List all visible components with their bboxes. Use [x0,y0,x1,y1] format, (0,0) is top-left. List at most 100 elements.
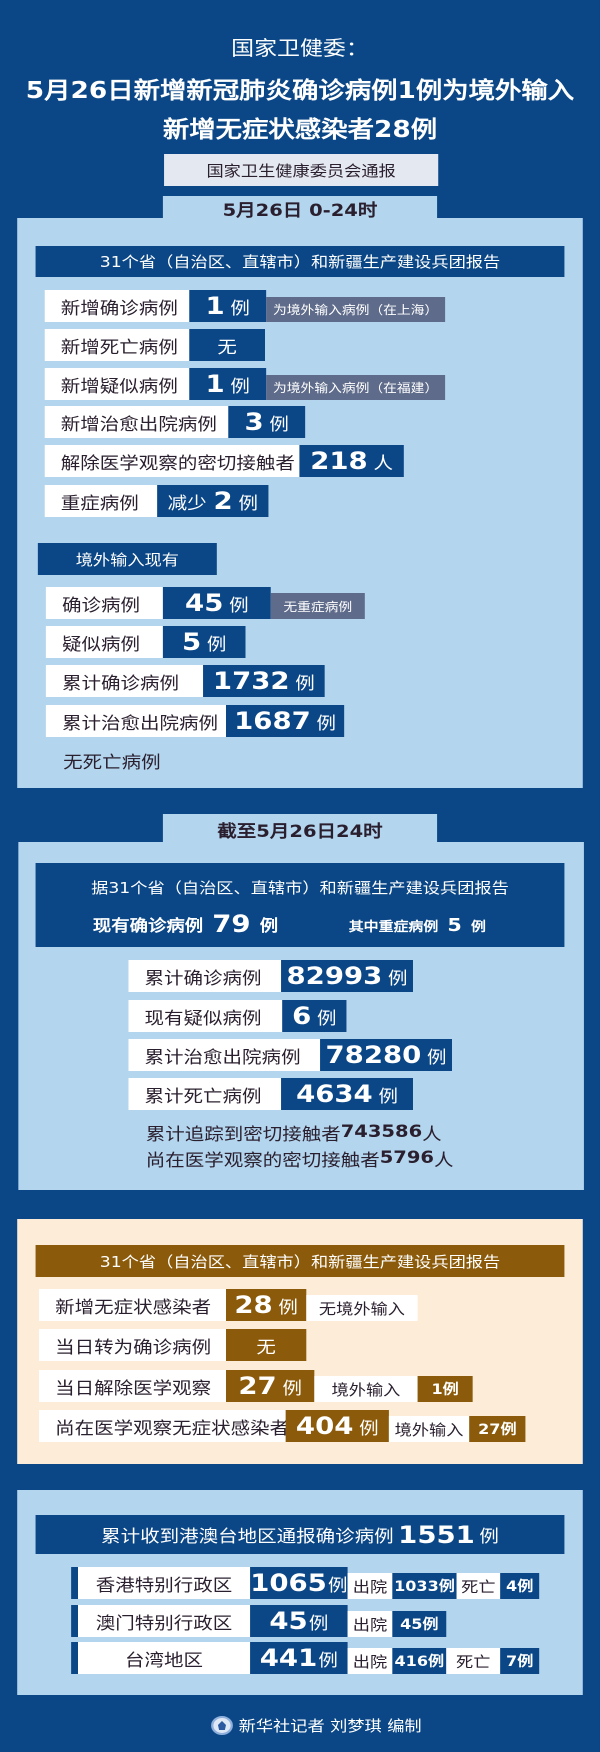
cumulative-row-value: 4634 例 [281,1078,413,1110]
value: 3 [244,408,264,436]
current-label: 现有确诊病例 [92,916,204,935]
severe-label: 其中重症病例 [348,919,439,935]
unit: 例 [327,1575,348,1596]
death-value: 4例 [500,1573,540,1599]
daily-row-note: 为境外输入病例（在上海） [266,297,446,322]
unit: 例 [427,1047,447,1068]
value: 404 [295,1412,354,1440]
imported-row-note: 无重症病例 [270,593,365,619]
daily-row-value: 无 [189,329,266,361]
daily-row-value: 218 人 [299,445,404,477]
asymptomatic-row-label: 当日解除医学观察 [39,1370,226,1402]
value: 27 [238,1372,277,1400]
asymptomatic-row-value: 28 例 [225,1289,307,1321]
current-unit: 例 [259,916,279,935]
current-confirmed: 现有确诊病例 79 例 [93,910,278,938]
asymptomatic-row-note: 境外输入 [314,1376,418,1402]
unit: 例 [318,1650,338,1671]
daily-row-label: 解除医学观察的密切接触者 [44,445,300,477]
no-deaths-note: 无死亡病例 [63,752,161,773]
unit: 例 [378,1086,398,1107]
severe-count: 其中重症病例 5 例 [349,912,486,938]
value: 441 [259,1644,318,1672]
value: 45 [185,589,224,617]
hmt-title: 累计收到港澳台地区通报确诊病例 1551 例 [35,1515,565,1554]
cumulative-row-value: 82993 例 [281,960,413,992]
cumulative-row-label: 累计治愈出院病例 [128,1039,321,1071]
hmt-region: 香港特别行政区 [78,1567,251,1599]
observing-value: 5796 [379,1148,435,1168]
row-stripe [71,1642,79,1674]
imported-row-value: 45 例 [162,587,271,619]
imported-row-value: 1687 例 [225,705,345,737]
unit: 例 [238,493,258,514]
daily-row-label: 重症病例 [44,485,158,517]
hmt-region: 澳门特别行政区 [78,1605,251,1637]
unit: 例 [278,1297,298,1318]
row-stripe [71,1605,79,1637]
value: 无 [217,337,237,358]
unit: 例 [229,595,249,616]
daily-report-header: 31个省（自治区、直辖市）和新疆生产建设兵团报告 [35,246,565,277]
imported-row-label: 疑似病例 [45,626,163,658]
asymptomatic-row-label: 新增无症状感染者 [39,1289,226,1321]
hmt-value: 441 例 [250,1642,348,1674]
value: 78280 [325,1041,422,1069]
unit: 例 [295,673,315,694]
value: 1732 [212,667,290,695]
value: 82993 [286,962,383,990]
xinhua-logo-icon [211,1716,233,1735]
value: 218 [310,447,368,475]
value: 1 [205,370,225,398]
discharged-label: 出院 [347,1611,393,1637]
source-label: 国家卫生健康委员会通报 [164,154,439,186]
traced-text: 累计追踪到密切接触者 [145,1124,341,1145]
daily-row-label: 新增死亡病例 [44,329,190,361]
unit: 例 [317,1008,337,1029]
cumulative-row-label: 现有疑似病例 [128,1000,283,1032]
hmt-title-text: 累计收到港澳台地区通报确诊病例 [101,1527,394,1547]
discharged-value: 416例 [392,1648,447,1674]
imported-row-label: 累计确诊病例 [45,665,204,697]
unit: 例 [316,713,337,734]
traced-unit: 人 [422,1124,442,1145]
org-title: 国家卫健委： [231,35,369,60]
headline-line-1: 5月26日新增新冠肺炎确诊病例1例为境外输入 [25,78,575,104]
death-value: 7例 [500,1648,540,1674]
cumulative-tab: 截至5月26日24时 [162,814,438,844]
value: 4634 [296,1080,373,1108]
hmt-total: 1551 [398,1520,475,1549]
imported-row-label: 累计治愈出院病例 [45,705,226,737]
discharged-label: 出院 [347,1648,393,1674]
value: 2 [213,487,233,515]
row-stripe [71,1567,79,1599]
unit: 人 [373,453,393,474]
value: 1 [205,292,225,320]
asymptomatic-row-value: 无 [225,1329,307,1361]
death-label: 死亡 [456,1573,501,1599]
asymptomatic-row-note: 境外输入 [388,1416,470,1442]
traced-contacts: 累计追踪到密切接触者 743586 人 [145,1120,442,1145]
value: 1065 [250,1569,327,1597]
value: 5 [181,628,202,656]
value: 1687 [234,707,311,735]
cumulative-row-label: 累计死亡病例 [128,1078,282,1110]
unit: 例 [388,968,408,989]
unit: 例 [359,1418,379,1439]
value: 6 [292,1002,312,1030]
value: 28 [234,1291,273,1319]
observing-contacts: 尚在医学观察的密切接触者 5796 人 [145,1146,454,1171]
observing-text: 尚在医学观察的密切接触者 [145,1150,380,1171]
hmt-unit: 例 [479,1527,499,1547]
headline-line-2: 新增无症状感染者28例 [162,117,438,143]
severe-unit: 例 [470,919,486,935]
daily-row-label: 新增确诊病例 [44,290,190,322]
cumulative-row-value: 78280 例 [320,1039,452,1071]
daily-row-label: 新增疑似病例 [44,368,190,400]
value: 45 [269,1607,308,1635]
